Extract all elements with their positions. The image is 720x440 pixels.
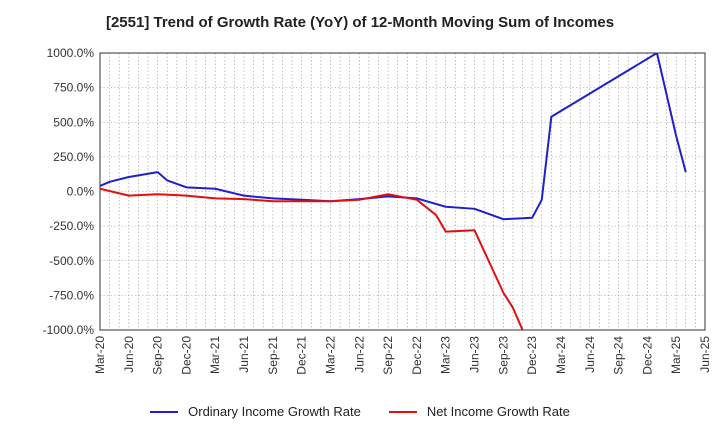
x-axis-tick-labels: Mar-20 Jun-20 Sep-20 Dec-20 Mar-21 Jun-21 Sep-… bbox=[93, 336, 712, 375]
x-tick-label: Jun-25 bbox=[698, 336, 712, 373]
y-axis-tick-labels: 1000.0% 750.0% 500.0% 250.0% 0.0% -250.0% -500… bbox=[43, 46, 95, 337]
x-tick-label: Dec-20 bbox=[179, 336, 193, 375]
legend-item-ordinary: Ordinary Income Growth Rate bbox=[150, 404, 361, 419]
y-tick-label: -750.0% bbox=[49, 288, 94, 302]
x-tick-label: Mar-21 bbox=[208, 336, 222, 374]
y-tick-label: 0.0% bbox=[67, 185, 95, 199]
x-tick-label: Dec-22 bbox=[410, 336, 424, 375]
plot-border bbox=[99, 52, 706, 331]
y-tick-label: 1000.0% bbox=[47, 46, 95, 60]
legend-swatch-ordinary bbox=[150, 410, 179, 413]
x-tick-label: Mar-22 bbox=[323, 336, 337, 374]
y-tick-label: -1000.0% bbox=[43, 323, 95, 337]
chart-title: [2551] Trend of Growth Rate (YoY) of 12-… bbox=[105, 14, 615, 31]
grid-lines bbox=[99, 52, 706, 331]
legend: Ordinary Income Growth Rate Net Income G… bbox=[0, 404, 720, 419]
x-tick-label: Dec-23 bbox=[525, 336, 539, 375]
x-tick-label: Mar-25 bbox=[669, 336, 683, 374]
y-tick-label: 250.0% bbox=[53, 150, 94, 164]
x-tick-label: Mar-23 bbox=[439, 336, 453, 374]
x-tick-label: Jun-23 bbox=[468, 336, 482, 373]
plot-frame bbox=[99, 52, 706, 331]
x-tick-label: Dec-21 bbox=[295, 336, 309, 375]
x-tick-label: Mar-20 bbox=[93, 336, 107, 374]
legend-label-ordinary: Ordinary Income Growth Rate bbox=[188, 404, 361, 419]
x-tick-label: Dec-24 bbox=[640, 336, 654, 375]
x-tick-label: Sep-23 bbox=[496, 336, 510, 375]
legend-item-net: Net Income Growth Rate bbox=[388, 404, 570, 419]
y-tick-label: -500.0% bbox=[49, 254, 94, 268]
x-tick-label: Sep-21 bbox=[266, 336, 280, 375]
y-tick-label: 500.0% bbox=[53, 115, 94, 129]
x-tick-label: Jun-20 bbox=[122, 336, 136, 373]
x-tick-label: Mar-24 bbox=[554, 336, 568, 374]
x-tick-label: Sep-22 bbox=[381, 336, 395, 375]
x-tick-label: Jun-22 bbox=[352, 336, 366, 373]
series-line-1 bbox=[100, 187, 524, 330]
x-tick-label: Sep-24 bbox=[612, 336, 626, 375]
x-tick-label: Jun-24 bbox=[583, 336, 597, 373]
y-tick-label: 750.0% bbox=[53, 81, 94, 95]
series-lines bbox=[100, 53, 687, 330]
x-tick-label: Jun-21 bbox=[237, 336, 251, 373]
x-tick-label: Sep-20 bbox=[151, 336, 165, 375]
legend-label-net: Net Income Growth Rate bbox=[426, 404, 570, 419]
y-tick-label: -250.0% bbox=[49, 219, 94, 233]
legend-swatch-net bbox=[388, 410, 417, 413]
